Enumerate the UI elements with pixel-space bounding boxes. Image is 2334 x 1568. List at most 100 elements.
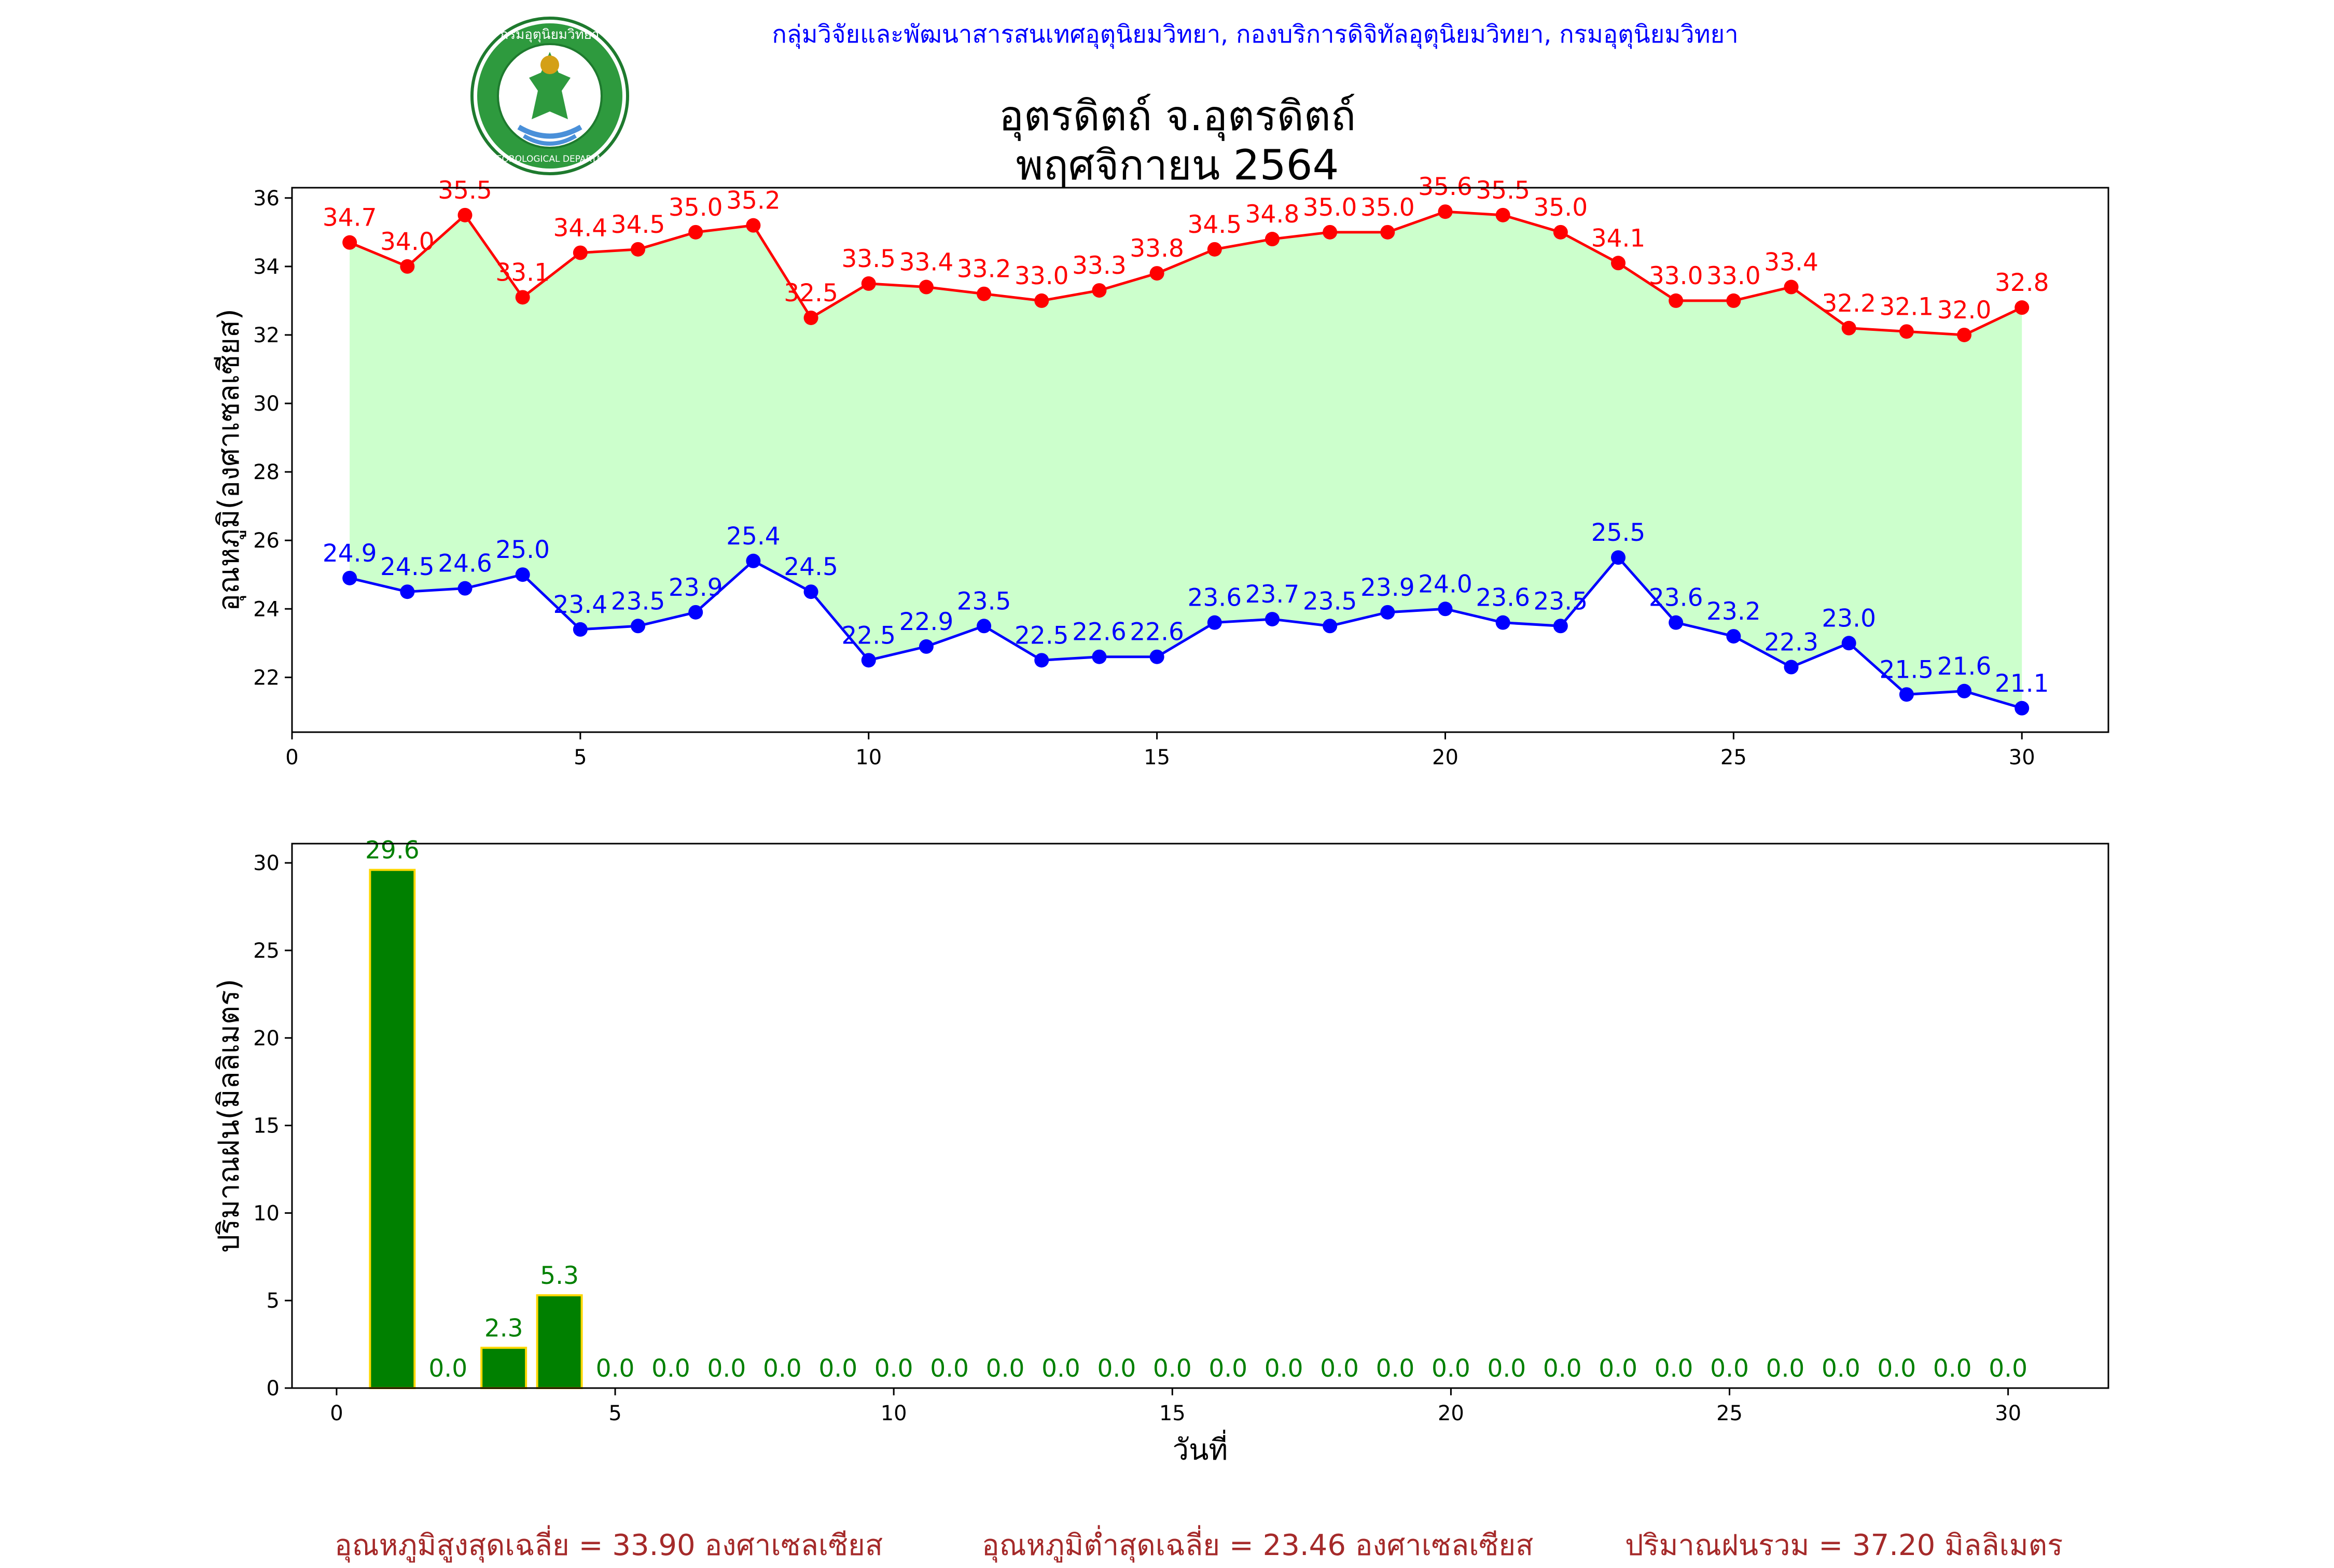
max-temp-point xyxy=(1899,324,1914,339)
max-temp-point xyxy=(1092,283,1107,298)
min-temp-data-label: 23.6 xyxy=(1187,584,1242,612)
max-temp-point xyxy=(977,286,992,301)
temperature-y-tick-label: 36 xyxy=(253,187,280,211)
min-temp-point xyxy=(1323,619,1338,634)
min-temp-point xyxy=(1841,636,1856,651)
min-temp-data-label: 23.7 xyxy=(1245,580,1300,609)
rainfall-data-label: 0.0 xyxy=(1376,1354,1415,1383)
rainfall-y-axis-label: ปริมาณฝน(มิลลิเมตร) xyxy=(212,979,246,1253)
temperature-y-tick-label: 24 xyxy=(253,597,280,621)
min-temp-point xyxy=(573,622,588,637)
max-temp-point xyxy=(1495,207,1510,222)
min-temp-data-label: 23.0 xyxy=(1822,604,1876,633)
max-temp-point xyxy=(861,276,876,291)
max-temp-point xyxy=(1611,256,1626,271)
max-temp-point xyxy=(515,290,530,305)
min-temp-data-label: 21.5 xyxy=(1880,655,1934,684)
min-temp-point xyxy=(1899,687,1914,702)
rainfall-data-label: 0.0 xyxy=(1153,1354,1192,1383)
rainfall-bar xyxy=(480,1347,527,1389)
min-temp-data-label: 23.5 xyxy=(1534,587,1588,615)
rainfall-data-label: 0.0 xyxy=(818,1354,857,1383)
min-temp-data-label: 23.5 xyxy=(1303,587,1357,615)
rainfall-y-tick-label: 10 xyxy=(253,1201,280,1225)
min-temp-data-label: 21.6 xyxy=(1937,652,1992,681)
rainfall-plot-frame xyxy=(291,843,2109,1389)
rainfall-data-label: 0.0 xyxy=(986,1354,1025,1383)
max-temp-point xyxy=(1207,242,1222,257)
max-temp-point xyxy=(1034,293,1049,308)
max-temp-point xyxy=(746,218,761,233)
max-temp-data-label: 34.8 xyxy=(1245,200,1300,229)
min-temp-point xyxy=(1495,615,1510,630)
max-temp-data-label: 33.1 xyxy=(495,258,550,287)
rainfall-data-label: 5.3 xyxy=(540,1262,579,1290)
temperature-x-tick-label: 15 xyxy=(1144,746,1170,769)
min-temp-point xyxy=(1669,615,1684,630)
min-temp-data-label: 24.6 xyxy=(438,550,492,578)
min-temp-point xyxy=(1784,660,1799,675)
max-temp-point xyxy=(457,207,473,222)
rainfall-data-label: 0.0 xyxy=(651,1354,690,1383)
min-temp-data-label: 23.5 xyxy=(611,587,665,615)
rainfall-data-label: 0.0 xyxy=(1041,1354,1080,1383)
max-temp-data-label: 34.7 xyxy=(323,204,377,232)
min-temp-data-label: 23.9 xyxy=(669,573,723,602)
max-temp-point xyxy=(1553,225,1568,240)
rainfall-x-tick-label: 30 xyxy=(1995,1402,2021,1425)
rainfall-data-label: 0.0 xyxy=(1989,1354,2027,1383)
max-temp-point xyxy=(803,310,818,325)
logo-text-top: กรมอุตุนิยมวิทยา xyxy=(500,27,599,43)
rainfall-data-label: 0.0 xyxy=(707,1354,746,1383)
max-temp-data-label: 33.3 xyxy=(1072,251,1127,280)
temperature-y-tick-label: 26 xyxy=(253,529,280,553)
summary-avg-min-temp: อุณหภูมิต่ำสุดเฉลี่ย = 23.46 องศาเซลเซีย… xyxy=(982,1529,1534,1562)
max-temp-point xyxy=(2015,300,2030,315)
rainfall-data-label: 0.0 xyxy=(1933,1354,1972,1383)
max-temp-data-label: 32.5 xyxy=(784,279,838,307)
meteorological-department-seal-icon: กรมอุตุนิยมวิทยา METEOROLOGICAL DEPARTME… xyxy=(470,17,629,175)
temperature-y-tick-label: 34 xyxy=(253,255,280,279)
min-temp-data-label: 25.4 xyxy=(726,522,781,551)
max-temp-point xyxy=(1265,232,1280,247)
rainfall-data-label: 0.0 xyxy=(1097,1354,1136,1383)
rainfall-labels-layer: 29.6 0.0 2.3 5.3 0.0 0.0 0.0 0.0 0.0 0.0 0.0 0.0 0.0… xyxy=(365,836,2027,1383)
temperature-lines-layer xyxy=(342,204,2030,716)
temperature-x-tick-label: 20 xyxy=(1432,746,1458,769)
rainfall-axes: 0 5 10 15 20 25 30 0 5 10 15 20 25 30 xyxy=(253,843,2109,1425)
max-temp-point xyxy=(688,225,703,240)
max-temp-point xyxy=(342,235,357,250)
logo-text-bottom: METEOROLOGICAL DEPARTMENT xyxy=(478,154,622,164)
max-temp-point xyxy=(573,245,588,260)
max-temp-data-label: 33.5 xyxy=(841,245,896,273)
min-temp-data-label: 24.0 xyxy=(1418,570,1472,598)
rainfall-x-tick-label: 15 xyxy=(1159,1402,1186,1425)
min-temp-point xyxy=(861,653,876,668)
max-temp-data-label: 34.5 xyxy=(611,211,665,239)
max-temp-data-label: 32.2 xyxy=(1822,289,1876,318)
min-temp-point xyxy=(688,605,703,620)
summary-avg-max-temp: อุณหภูมิสูงสุดเฉลี่ย = 33.90 องศาเซลเซีย… xyxy=(335,1529,883,1562)
rainfall-data-label: 0.0 xyxy=(1265,1354,1303,1383)
max-temp-data-label: 35.5 xyxy=(438,176,492,205)
rainfall-data-label: 0.0 xyxy=(428,1354,467,1383)
rainfall-data-label: 0.0 xyxy=(874,1354,913,1383)
max-temp-data-label: 34.5 xyxy=(1187,211,1242,239)
rainfall-data-label: 0.0 xyxy=(1432,1354,1470,1383)
rainfall-x-tick-label: 20 xyxy=(1438,1402,1464,1425)
max-temp-point xyxy=(400,259,415,274)
max-temp-data-label: 35.5 xyxy=(1476,176,1530,205)
max-temp-data-label: 35.0 xyxy=(1534,193,1588,222)
temperature-x-tick-label: 30 xyxy=(2009,746,2035,769)
temperature-range-band xyxy=(350,212,2022,708)
rainfall-y-tick-label: 25 xyxy=(253,939,280,963)
summary-total-rain: ปริมาณฝนรวม = 37.20 มิลลิเมตร xyxy=(1625,1529,2063,1562)
min-temp-point xyxy=(1034,653,1049,668)
min-temp-point xyxy=(977,619,992,634)
max-temp-point xyxy=(1841,320,1856,335)
temperature-chart: 34.734.035.533.134.4 34.535.0 35.232.533.5… xyxy=(212,173,2109,769)
max-temp-point xyxy=(1438,204,1453,219)
min-temp-point xyxy=(746,553,761,568)
temperature-band-layer xyxy=(350,212,2022,708)
